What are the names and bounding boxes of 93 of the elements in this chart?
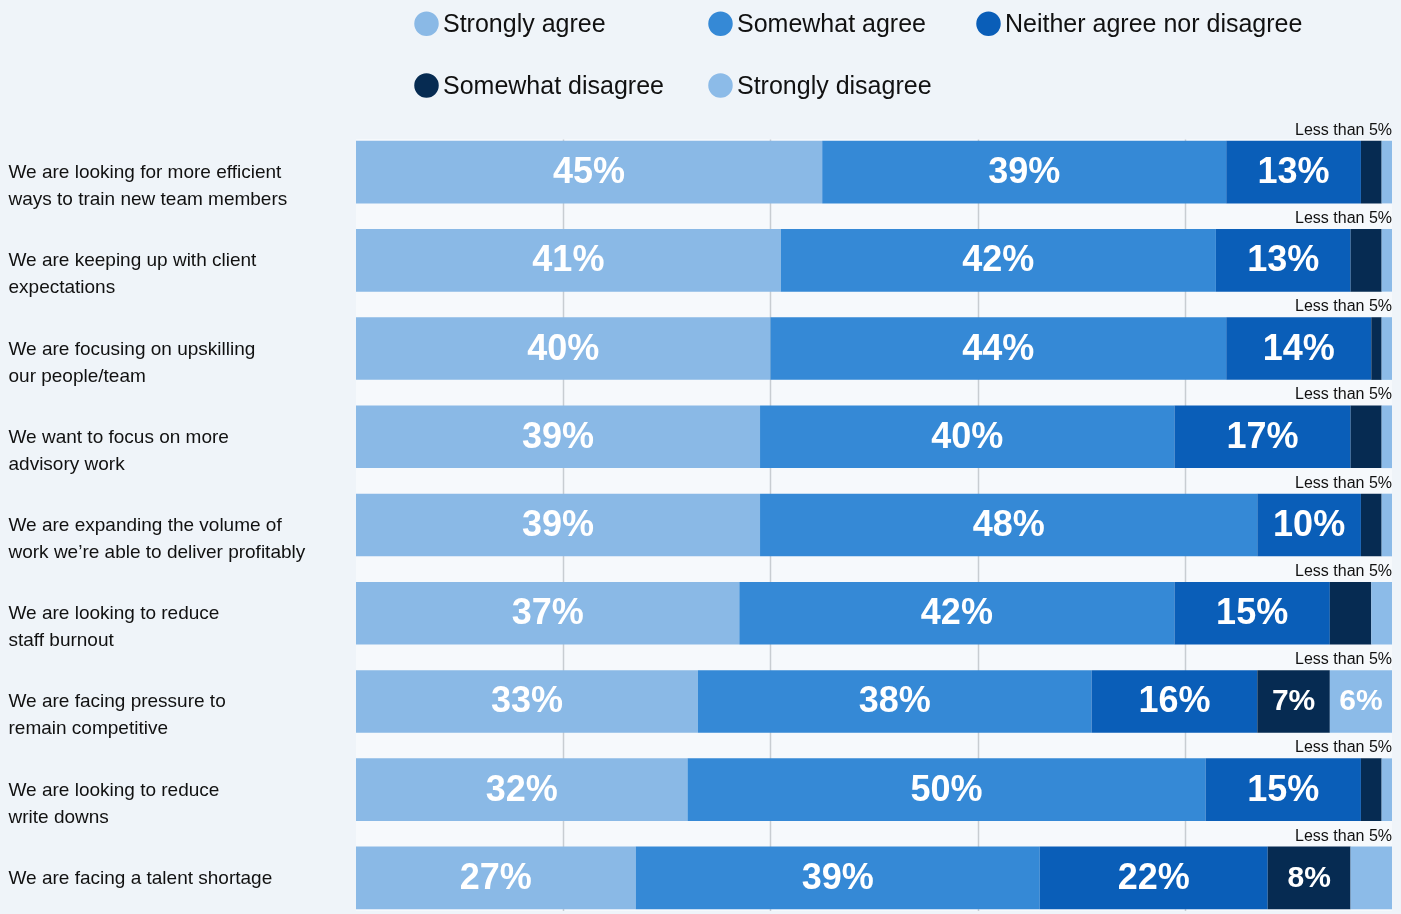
data-label: 8%	[1287, 859, 1331, 893]
bar	[760, 405, 1175, 469]
y-tick-label: We are facing pressure to remain competitive	[8, 690, 226, 739]
bar	[1350, 405, 1382, 469]
bar	[687, 758, 1206, 822]
legend-label: Strongly disagree	[737, 70, 932, 99]
y-tick-label: We are focusing on upskilling our people/team	[8, 337, 256, 386]
data-label: 15%	[1247, 767, 1320, 809]
annotation: Less than 5%	[1295, 208, 1392, 226]
data-label: 22%	[1117, 855, 1190, 897]
bar	[356, 581, 740, 645]
annotation: Less than 5%	[1295, 561, 1392, 579]
y-tick-label: We are keeping up with client expectations	[8, 249, 258, 298]
bar	[1381, 758, 1392, 822]
bar	[356, 317, 771, 380]
legend-label: Somewhat agree	[737, 8, 927, 37]
bar	[697, 670, 1092, 733]
bar	[1381, 493, 1392, 557]
data-label: 6%	[1339, 683, 1383, 717]
data-label: 32%	[485, 767, 558, 809]
bar	[1381, 140, 1392, 204]
bar	[1329, 581, 1372, 645]
bar	[1381, 317, 1392, 380]
data-label: 33%	[490, 679, 563, 721]
y-tick-label: We are facing a talent shortage	[8, 866, 273, 888]
annotation: Less than 5%	[1295, 297, 1392, 315]
data-label: 27%	[459, 855, 532, 897]
bar	[356, 493, 761, 557]
bar	[770, 317, 1227, 380]
data-label: 42%	[920, 591, 993, 633]
annotation: Less than 5%	[1295, 473, 1392, 491]
bar	[356, 405, 761, 469]
bar	[635, 846, 1040, 910]
data-label: 50%	[910, 767, 983, 809]
legend-label: Neither agree nor disagree	[1005, 8, 1303, 37]
text: Less than 5%	[1295, 120, 1392, 138]
data-label: 40%	[527, 326, 600, 368]
data-label: 17%	[1226, 414, 1299, 456]
data-label: 10%	[1273, 503, 1346, 544]
bar	[356, 670, 698, 733]
bar	[1257, 670, 1330, 733]
bar	[356, 758, 688, 822]
bar	[1226, 317, 1372, 380]
bar	[1091, 670, 1258, 733]
bar	[356, 228, 781, 292]
data-label: 13%	[1247, 238, 1320, 280]
annotation: Less than 5%	[1295, 738, 1392, 756]
data-label: 41%	[532, 238, 605, 280]
y-tick-label: We are looking to reduce staff burnout	[8, 602, 220, 651]
data-label: 39%	[801, 855, 874, 897]
y-tick-label: We are looking to reduce write downs	[7, 778, 220, 827]
bar	[1205, 758, 1361, 822]
data-label: 39%	[521, 503, 595, 544]
data-label: 14%	[1262, 326, 1335, 368]
bar	[1039, 846, 1268, 910]
bar	[1371, 581, 1392, 645]
data-label: 39%	[988, 150, 1061, 192]
bar	[1350, 228, 1382, 292]
bar	[1360, 493, 1382, 557]
annotation: Less than 5%	[1295, 826, 1392, 844]
bar	[1350, 846, 1392, 910]
data-label: 15%	[1216, 591, 1289, 633]
bar	[780, 228, 1216, 292]
data-label: 44%	[962, 326, 1035, 368]
bar	[739, 581, 1175, 645]
data-label: 13%	[1257, 150, 1330, 192]
y-tick-label: We want to focus on more advisory work	[8, 425, 229, 474]
bar	[356, 846, 636, 910]
data-label: 45%	[553, 150, 626, 192]
data-label: 40%	[931, 414, 1004, 456]
data-label: 42%	[962, 238, 1035, 280]
bar	[1381, 405, 1392, 469]
legend-label: Somewhat disagree	[443, 70, 664, 99]
y-tick-label: We are looking for more efficient ways to train new team members	[7, 161, 288, 210]
data-label: 38%	[858, 679, 931, 721]
data-label: 16%	[1138, 679, 1211, 721]
data-label: 39%	[521, 414, 595, 456]
legend-label: Strongly agree	[443, 8, 606, 37]
bar	[1360, 140, 1382, 204]
data-label: 7%	[1271, 683, 1316, 717]
bar	[1174, 581, 1330, 645]
y-tick-label: We are expanding the volume of work we’re able to deliver profitably	[7, 514, 306, 562]
bar	[1381, 228, 1392, 292]
data-label: 37%	[511, 591, 584, 633]
bar	[760, 493, 1258, 557]
annotation: Less than 5%	[1295, 385, 1392, 403]
bar	[1174, 405, 1351, 469]
bar	[356, 140, 823, 204]
data-label: 48%	[972, 503, 1045, 544]
bar	[1360, 758, 1382, 822]
annotation: Less than 5%	[1295, 650, 1392, 668]
bar	[822, 140, 1227, 204]
bar	[1371, 317, 1382, 380]
